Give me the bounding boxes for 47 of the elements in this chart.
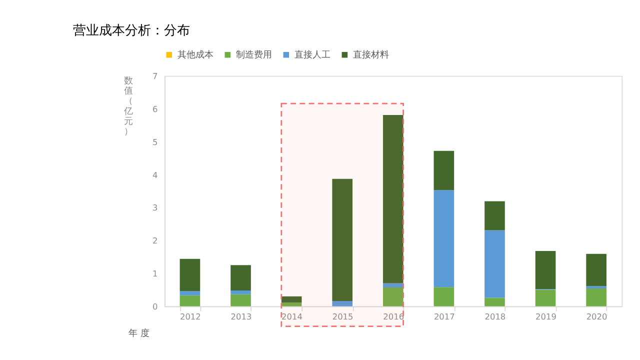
x-tick-label: 2017 bbox=[434, 312, 455, 322]
legend-label: 制造费用 bbox=[236, 50, 272, 61]
bar bbox=[281, 296, 302, 303]
y-tick-label: 5 bbox=[152, 136, 158, 147]
bar bbox=[484, 298, 505, 306]
bar bbox=[382, 287, 404, 306]
bar bbox=[535, 290, 556, 306]
x-tick-label: 2014 bbox=[282, 312, 302, 322]
bar bbox=[281, 302, 302, 306]
bar bbox=[382, 115, 404, 284]
y-tick-label: 3 bbox=[152, 202, 158, 213]
y-tick-label: 2 bbox=[152, 236, 158, 246]
bar bbox=[382, 283, 404, 288]
x-axis-title: 年 度 bbox=[128, 328, 150, 339]
legend-label: 直接人工 bbox=[294, 50, 330, 61]
bar bbox=[230, 290, 251, 294]
legend-label: 其他成本 bbox=[177, 50, 214, 61]
bar bbox=[484, 201, 505, 230]
bar bbox=[586, 254, 606, 286]
y-tick-label: 6 bbox=[152, 104, 158, 114]
x-tick-label: 2012 bbox=[180, 312, 201, 322]
legend-label: 直接材料 bbox=[352, 50, 389, 61]
bar bbox=[434, 190, 454, 288]
x-tick-label: 2016 bbox=[383, 312, 404, 322]
bar bbox=[180, 295, 200, 306]
bar bbox=[180, 291, 200, 296]
bar bbox=[180, 258, 200, 292]
bar bbox=[230, 294, 251, 306]
x-tick-label: 2019 bbox=[536, 312, 556, 322]
x-tick-label: 2015 bbox=[332, 312, 354, 322]
y-axis-title: 数值（亿元） bbox=[123, 76, 134, 137]
bar bbox=[230, 265, 251, 290]
y-tick-label: 4 bbox=[152, 170, 158, 180]
bar bbox=[332, 300, 353, 306]
bar bbox=[484, 230, 505, 298]
bar bbox=[586, 288, 606, 306]
y-tick-label: 7 bbox=[152, 71, 158, 82]
x-tick-label: 2020 bbox=[586, 312, 608, 322]
x-tick-label: 2018 bbox=[484, 312, 506, 322]
y-tick-label: 1 bbox=[152, 268, 158, 279]
y-tick-label: 0 bbox=[152, 301, 158, 312]
bar bbox=[535, 250, 556, 290]
chart-title: 营业成本分析：分布 bbox=[73, 24, 190, 39]
x-tick-label: 2013 bbox=[230, 312, 252, 322]
bar bbox=[332, 178, 353, 301]
bar bbox=[434, 150, 454, 190]
bar bbox=[434, 287, 454, 306]
